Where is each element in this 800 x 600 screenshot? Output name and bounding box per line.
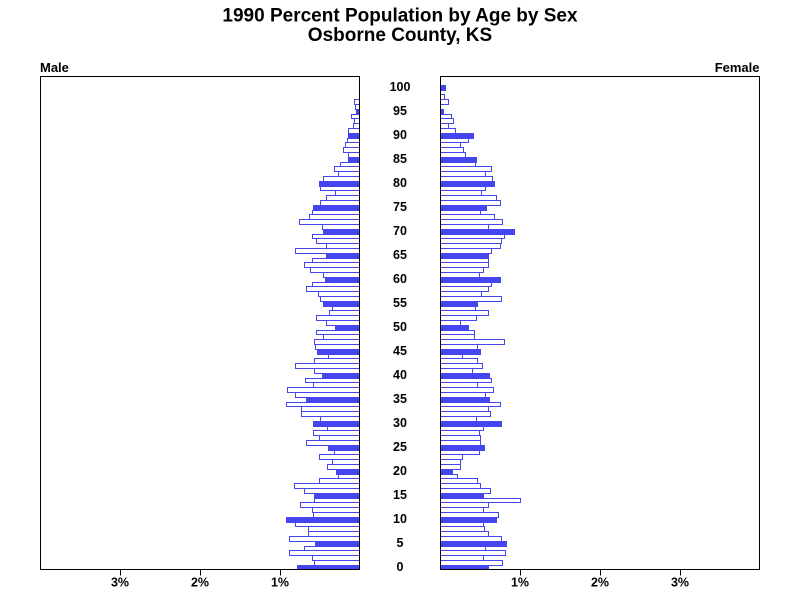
svg-text:20: 20 — [393, 464, 407, 478]
svg-text:Male: Male — [40, 60, 69, 75]
svg-text:80: 80 — [393, 176, 407, 190]
svg-text:100: 100 — [390, 80, 411, 94]
svg-text:30: 30 — [393, 416, 407, 430]
svg-text:65: 65 — [393, 248, 407, 262]
svg-text:2%: 2% — [191, 576, 209, 590]
svg-text:95: 95 — [393, 104, 407, 118]
svg-text:70: 70 — [393, 224, 407, 238]
svg-text:1%: 1% — [271, 576, 289, 590]
svg-text:75: 75 — [393, 200, 407, 214]
svg-text:60: 60 — [393, 272, 407, 286]
svg-text:Female: Female — [715, 60, 760, 75]
svg-text:2%: 2% — [591, 576, 609, 590]
svg-text:15: 15 — [393, 488, 407, 502]
svg-text:25: 25 — [393, 440, 407, 454]
svg-text:3%: 3% — [111, 576, 129, 590]
svg-text:10: 10 — [393, 512, 407, 526]
svg-text:40: 40 — [393, 368, 407, 382]
svg-text:50: 50 — [393, 320, 407, 334]
svg-text:0: 0 — [397, 560, 404, 574]
svg-text:1%: 1% — [511, 576, 529, 590]
svg-text:55: 55 — [393, 296, 407, 310]
svg-text:85: 85 — [393, 152, 407, 166]
svg-text:Osborne County, KS: Osborne County, KS — [308, 25, 492, 46]
svg-text:90: 90 — [393, 128, 407, 142]
svg-text:1990 Percent Population by: 1990 Percent Population by Age by Sex — [222, 6, 578, 27]
svg-text:35: 35 — [393, 392, 407, 406]
svg-text:5: 5 — [397, 536, 404, 550]
svg-text:45: 45 — [393, 344, 407, 358]
svg-text:3%: 3% — [671, 576, 689, 590]
